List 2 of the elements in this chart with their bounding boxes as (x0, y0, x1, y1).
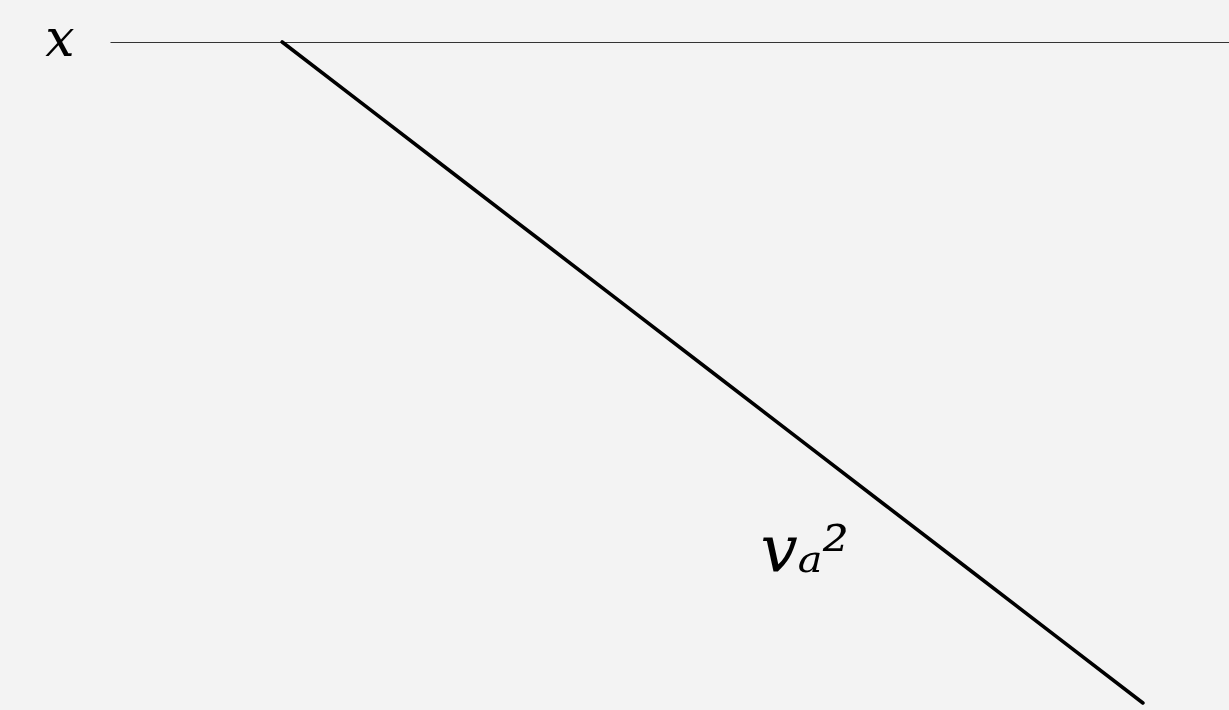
series-label: vₐ² (760, 510, 849, 588)
x-axis-title: x (45, 7, 75, 68)
